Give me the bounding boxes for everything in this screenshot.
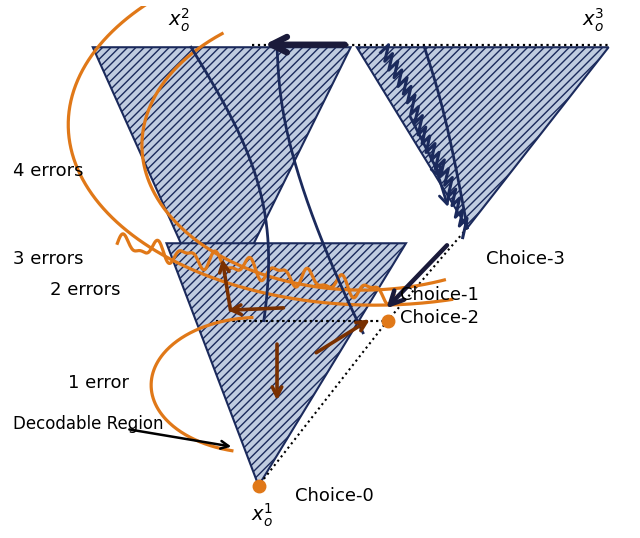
Text: $x_o^2$: $x_o^2$ [168,7,190,34]
Polygon shape [357,47,609,228]
Text: $x_o^3$: $x_o^3$ [582,7,605,34]
Text: 1 error: 1 error [68,374,129,392]
Text: 3 errors: 3 errors [13,250,83,268]
Text: Decodable Region: Decodable Region [13,415,163,433]
Text: Choice-3: Choice-3 [486,250,564,268]
Text: Choice-0: Choice-0 [296,487,374,505]
Text: 4 errors: 4 errors [13,162,83,180]
Text: $x_o^1$: $x_o^1$ [250,501,273,529]
Text: Choice-2: Choice-2 [400,309,479,327]
Text: Choice-1: Choice-1 [400,286,479,304]
Polygon shape [93,47,351,321]
Text: 2 errors: 2 errors [50,281,120,299]
Polygon shape [166,243,406,486]
